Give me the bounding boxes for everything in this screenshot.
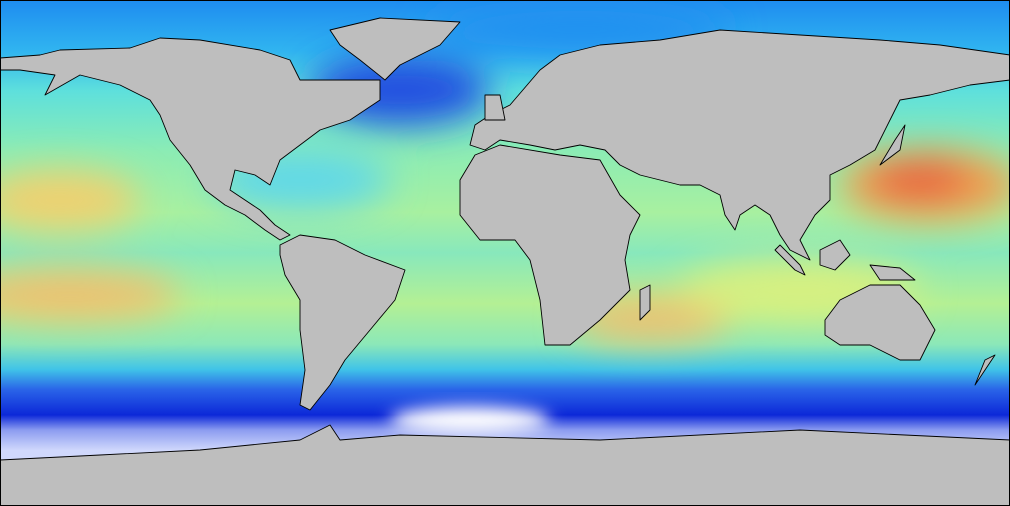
australia: [824, 284, 936, 361]
borneo: [819, 239, 851, 271]
sumatra: [774, 244, 806, 276]
greenland: [329, 17, 461, 81]
warm-region: [0, 170, 140, 230]
land: [0, 17, 1010, 506]
south-america: [279, 234, 406, 411]
ice-shelf-region: [390, 406, 550, 434]
british-isles: [484, 94, 506, 121]
warm-region: [870, 160, 970, 200]
africa: [459, 144, 641, 346]
warm-region: [0, 270, 180, 320]
new-zealand: [974, 354, 996, 386]
eurasia: [469, 29, 1010, 261]
new-guinea: [869, 264, 916, 281]
antarctica: [0, 424, 1010, 506]
ice-region: [390, 406, 550, 434]
madagascar: [639, 284, 651, 321]
north-america: [0, 37, 381, 241]
japan: [879, 124, 906, 166]
